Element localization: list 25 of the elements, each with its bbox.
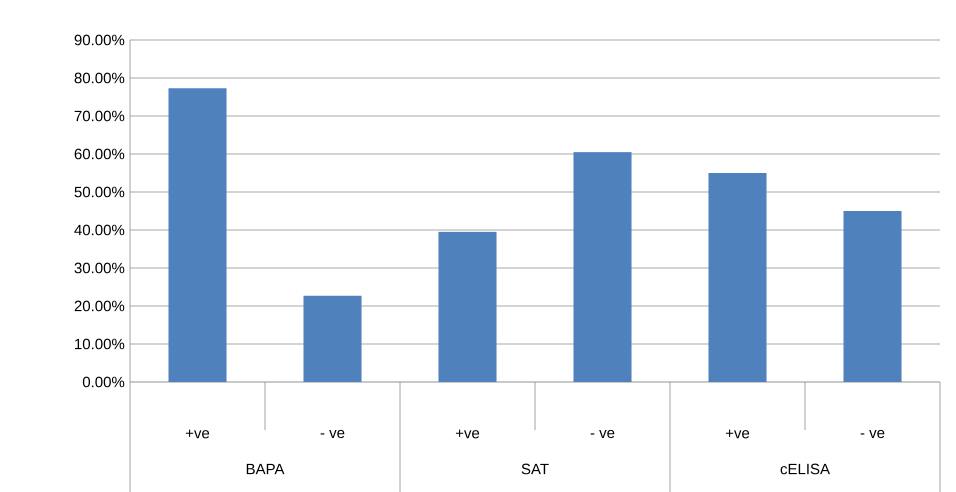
bar (573, 152, 632, 382)
bar (708, 172, 767, 382)
y-tick-label: 50.00% (74, 186, 124, 198)
bar (303, 296, 362, 382)
y-tick-label: 70.00% (74, 110, 124, 122)
y-tick-label: 0.00% (82, 376, 124, 388)
bar (438, 232, 497, 382)
text: cELISA (780, 464, 830, 474)
x-tick-label: - ve (590, 430, 614, 438)
bar (843, 210, 902, 382)
x-tick-label: +ve (186, 430, 210, 438)
bar (168, 88, 227, 382)
x-tick-label: +ve (456, 430, 480, 438)
y-tick-label: 60.00% (74, 148, 124, 160)
text: BAPA (246, 464, 284, 474)
x-tick-label: +ve (726, 430, 750, 438)
text: SAT (522, 464, 549, 474)
y-tick-label: 80.00% (74, 72, 124, 84)
y-tick-label: 40.00% (74, 224, 124, 236)
y-tick-label: 10.00% (75, 338, 124, 350)
x-tick-label: - ve (860, 430, 884, 438)
x-tick-label: - ve (320, 430, 344, 438)
y-tick-label: 90.00% (74, 34, 124, 46)
y-tick-label: 20.00% (74, 300, 124, 312)
y-tick-label: 30.00% (74, 262, 124, 274)
